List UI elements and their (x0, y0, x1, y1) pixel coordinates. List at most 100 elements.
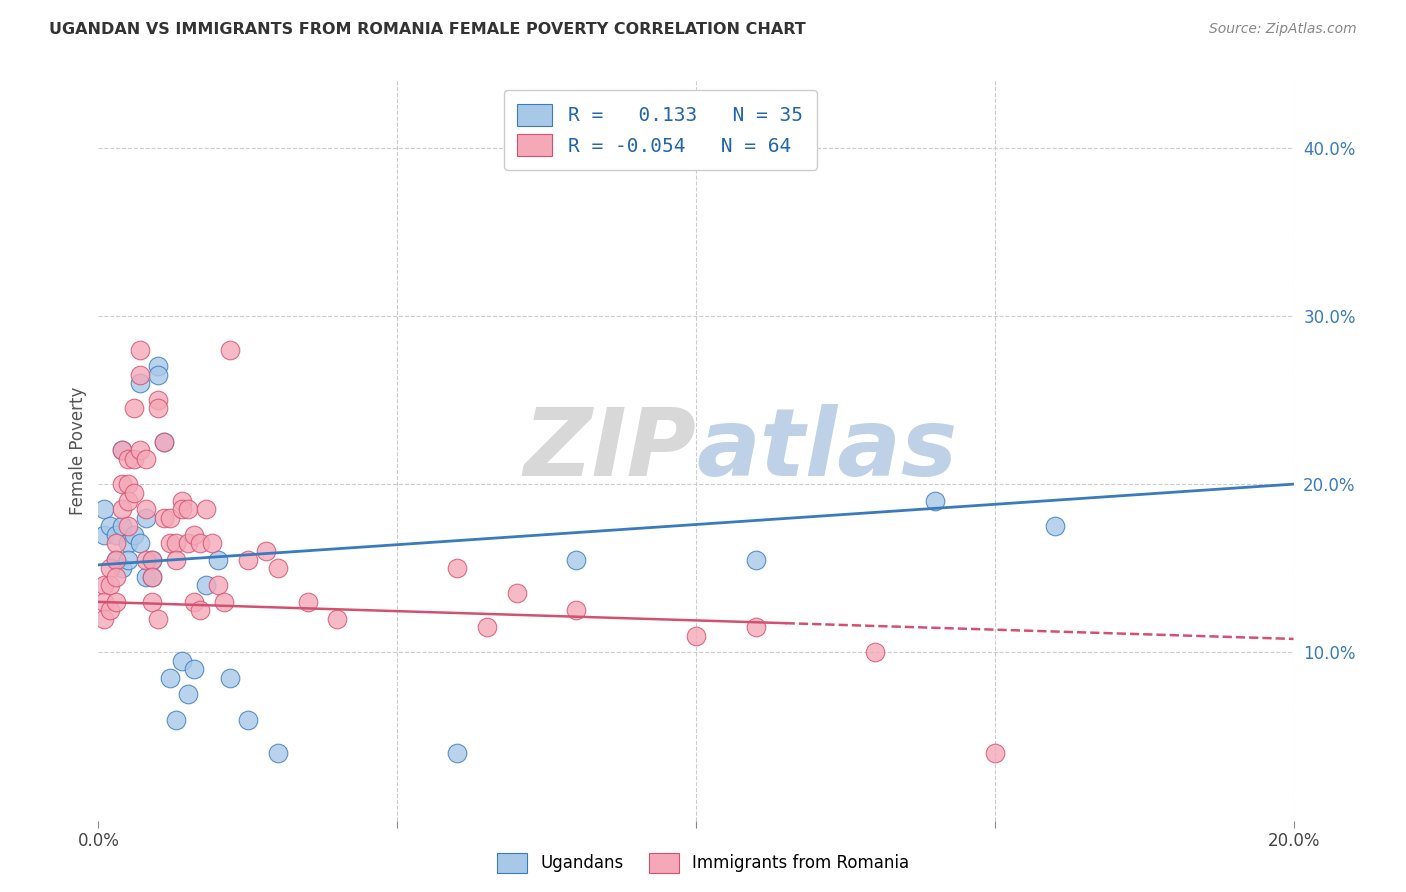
Point (159, 536, 181, 550)
Text: ZIP: ZIP (523, 404, 696, 497)
Point (141, 569, 163, 583)
Point (141, 553, 163, 567)
Point (165, 553, 187, 567)
Point (111, 561, 134, 575)
Point (124, 527, 146, 541)
Text: UGANDAN VS IMMIGRANTS FROM ROMANIA FEMALE POVERTY CORRELATION CHART: UGANDAN VS IMMIGRANTS FROM ROMANIA FEMAL… (49, 22, 806, 37)
Y-axis label: Female Poverty: Female Poverty (69, 386, 87, 515)
Point (148, 392, 170, 407)
Point (188, 603, 211, 617)
Point (207, 553, 229, 567)
Point (159, 510, 181, 524)
Point (207, 578, 229, 592)
Point (212, 595, 235, 609)
Point (98, 519, 122, 533)
Point (254, 544, 277, 558)
Point (446, 747, 468, 761)
Point (105, 569, 128, 583)
Point (124, 485, 146, 500)
Point (93, 595, 115, 609)
Point (105, 527, 128, 541)
Point (565, 553, 588, 567)
Point (195, 502, 218, 516)
Point (148, 368, 170, 382)
Point (117, 553, 139, 567)
Point (236, 553, 259, 567)
Point (98, 561, 122, 575)
Point (148, 359, 170, 374)
Point (236, 713, 259, 727)
Point (111, 477, 134, 491)
Point (159, 671, 181, 685)
Point (117, 451, 139, 466)
Point (172, 502, 194, 516)
Point (326, 612, 349, 626)
Point (924, 494, 946, 508)
Point (93, 578, 115, 592)
Point (297, 595, 319, 609)
Point (141, 595, 163, 609)
Point (129, 343, 152, 357)
Point (195, 578, 218, 592)
Point (111, 443, 134, 458)
Point (565, 603, 588, 617)
Point (124, 401, 146, 416)
Point (129, 536, 152, 550)
Point (141, 569, 163, 583)
Point (148, 612, 170, 626)
Legend: R =   0.133   N = 35, R = -0.054   N = 64: R = 0.133 N = 35, R = -0.054 N = 64 (503, 90, 817, 169)
Point (111, 443, 134, 458)
Point (111, 502, 134, 516)
Point (165, 536, 187, 550)
Point (141, 553, 163, 567)
Point (172, 654, 194, 668)
Point (98, 603, 122, 617)
Point (117, 494, 139, 508)
Point (685, 628, 707, 642)
Point (177, 502, 200, 516)
Point (506, 586, 529, 600)
Point (129, 376, 152, 391)
Point (135, 502, 157, 516)
Point (135, 510, 157, 524)
Point (153, 510, 176, 524)
Point (267, 747, 290, 761)
Point (183, 527, 205, 541)
Point (93, 502, 115, 516)
Point (153, 435, 176, 450)
Point (745, 620, 768, 634)
Point (135, 451, 157, 466)
Point (219, 671, 242, 685)
Point (93, 527, 115, 541)
Point (219, 343, 242, 357)
Point (105, 595, 128, 609)
Point (865, 645, 887, 659)
Point (183, 595, 205, 609)
Point (105, 553, 128, 567)
Point (984, 747, 1007, 761)
Point (267, 561, 290, 575)
Point (153, 435, 176, 450)
Legend: Ugandans, Immigrants from Romania: Ugandans, Immigrants from Romania (491, 847, 915, 880)
Point (117, 519, 139, 533)
Point (111, 519, 134, 533)
Point (105, 536, 128, 550)
Point (745, 553, 768, 567)
Point (124, 451, 146, 466)
Point (1043, 519, 1066, 533)
Text: atlas: atlas (696, 404, 957, 497)
Point (98, 578, 122, 592)
Point (183, 662, 205, 676)
Point (105, 553, 128, 567)
Point (165, 713, 187, 727)
Point (129, 368, 152, 382)
Point (135, 553, 157, 567)
Text: Source: ZipAtlas.com: Source: ZipAtlas.com (1209, 22, 1357, 37)
Point (446, 561, 468, 575)
Point (188, 536, 211, 550)
Point (201, 536, 224, 550)
Point (135, 569, 157, 583)
Point (129, 443, 152, 458)
Point (93, 612, 115, 626)
Point (117, 477, 139, 491)
